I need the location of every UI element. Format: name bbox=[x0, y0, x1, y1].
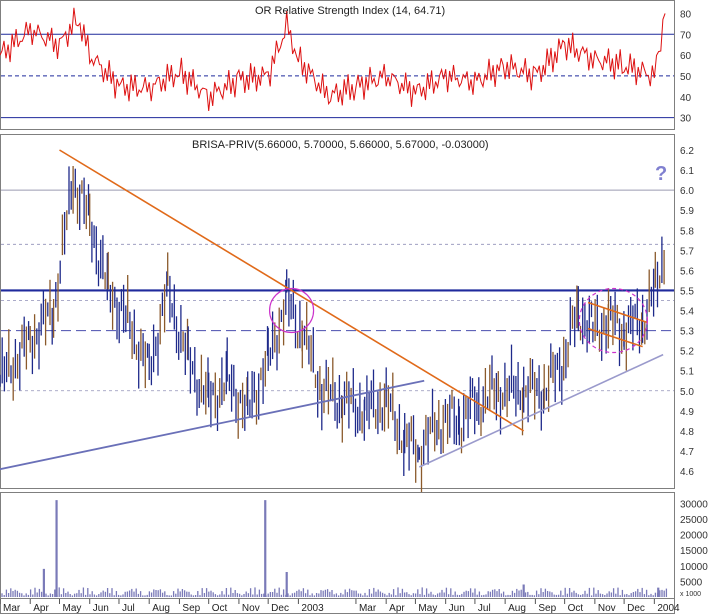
xaxis-label: Mar bbox=[3, 603, 21, 614]
highlight-circle bbox=[268, 287, 315, 334]
price-tick-label: 6.0 bbox=[680, 186, 694, 197]
xaxis-label: 2003 bbox=[301, 603, 324, 614]
price-tick-label: 5.6 bbox=[680, 266, 694, 277]
xaxis-label: Apr bbox=[33, 603, 49, 614]
price-tick-label: 5.0 bbox=[680, 387, 694, 398]
trend-line bbox=[587, 327, 643, 348]
price-tick-label: 5.8 bbox=[680, 226, 694, 237]
xaxis-label: May bbox=[418, 603, 437, 614]
xaxis-label: May bbox=[62, 603, 81, 614]
price-tick-label: 5.3 bbox=[680, 327, 694, 338]
trend-line bbox=[587, 301, 648, 324]
xaxis-label: Jul bbox=[478, 603, 491, 614]
volume-tick-label: 15000 bbox=[680, 546, 708, 557]
xaxis-label: Jun bbox=[449, 603, 465, 614]
price-tick-label: 5.2 bbox=[680, 347, 694, 358]
price-tick-label: 6.2 bbox=[680, 146, 694, 157]
price-tick-label: 5.9 bbox=[680, 206, 694, 217]
price-tick-label: 4.6 bbox=[680, 467, 694, 478]
price-panel-frame bbox=[0, 134, 675, 489]
xaxis-label: Aug bbox=[508, 603, 526, 614]
xaxis-label: Sep bbox=[538, 603, 556, 614]
volume-panel-frame bbox=[0, 492, 675, 599]
rsi-title: OR Relative Strength Index (14, 64.71) bbox=[255, 5, 445, 17]
highlight-circle bbox=[578, 287, 648, 354]
volume-tick-label: 20000 bbox=[680, 531, 708, 542]
volume-tick-label: 10000 bbox=[680, 562, 708, 573]
trend-line bbox=[418, 353, 664, 468]
xaxis-label: Oct bbox=[568, 603, 584, 614]
xaxis-label: Sep bbox=[182, 603, 200, 614]
volume-tick-label: 30000 bbox=[680, 499, 708, 510]
rsi-tick-label: 30 bbox=[680, 114, 692, 125]
price-tick-label: 4.9 bbox=[680, 407, 694, 418]
price-tick-label: 4.8 bbox=[680, 427, 694, 438]
price-tick-label: 4.7 bbox=[680, 447, 694, 458]
question-mark-annotation: ? bbox=[655, 163, 667, 185]
xaxis-label: 2004 bbox=[657, 603, 680, 614]
xaxis-label: Mar bbox=[359, 603, 377, 614]
trend-line bbox=[0, 379, 425, 471]
rsi-tick-label: 70 bbox=[680, 30, 692, 41]
price-tick-label: 5.4 bbox=[680, 307, 694, 318]
xaxis-label: Nov bbox=[242, 603, 260, 614]
price-title: BRISA-PRIV(5.66000, 5.70000, 5.66000, 5.… bbox=[192, 139, 489, 151]
rsi-panel-frame bbox=[0, 0, 675, 130]
xaxis-label: Jul bbox=[122, 603, 135, 614]
rsi-tick-label: 80 bbox=[680, 9, 692, 20]
rsi-tick-label: 40 bbox=[680, 93, 692, 104]
xaxis-label: Dec bbox=[271, 603, 289, 614]
xaxis-label: Aug bbox=[152, 603, 170, 614]
xaxis-label: Apr bbox=[389, 603, 405, 614]
xaxis-label: Nov bbox=[598, 603, 616, 614]
volume-tick-label: 5000 bbox=[680, 577, 703, 588]
price-tick-label: 5.5 bbox=[680, 286, 694, 297]
price-tick-label: 5.1 bbox=[680, 367, 694, 378]
xaxis-label: Jun bbox=[93, 603, 109, 614]
rsi-line bbox=[0, 7, 666, 111]
rsi-tick-label: 50 bbox=[680, 72, 692, 83]
price-tick-label: 5.7 bbox=[680, 246, 694, 257]
xaxis-label: Oct bbox=[212, 603, 228, 614]
xaxis-label: Dec bbox=[627, 603, 645, 614]
volume-tick-label: 25000 bbox=[680, 515, 708, 526]
price-tick-label: 6.1 bbox=[680, 166, 694, 177]
rsi-tick-label: 60 bbox=[680, 51, 692, 62]
volume-axis-unit: x 1000 bbox=[680, 591, 701, 598]
trend-line bbox=[59, 149, 525, 432]
